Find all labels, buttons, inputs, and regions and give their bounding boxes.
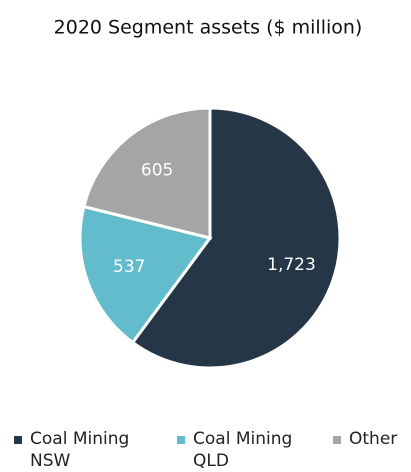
pie-slice — [78, 204, 213, 345]
legend-item: Coal Mining NSW — [14, 428, 148, 472]
pie-slice — [82, 106, 212, 240]
legend-label: Coal Mining NSW — [30, 429, 130, 471]
legend-item: Other — [333, 428, 409, 450]
data-label: 605 — [141, 160, 173, 180]
pie-chart: 2020 Segment assets ($ million) 1,723 537… — [54, 17, 363, 370]
legend-label: Coal Mining QLD — [193, 429, 293, 471]
pie-slice — [130, 106, 342, 370]
legend-item: Coal Mining QLD — [177, 428, 311, 472]
legend-label: Other — [349, 429, 398, 449]
legend-swatch — [14, 436, 22, 444]
legend: Coal Mining NSW Coal Mining QLD Other — [0, 428, 411, 472]
legend-swatch — [177, 436, 185, 444]
data-label: 537 — [113, 257, 145, 277]
chart-title: 2020 Segment assets ($ million) — [54, 17, 363, 39]
data-label: 1,723 — [267, 255, 316, 275]
legend-swatch — [333, 436, 341, 444]
